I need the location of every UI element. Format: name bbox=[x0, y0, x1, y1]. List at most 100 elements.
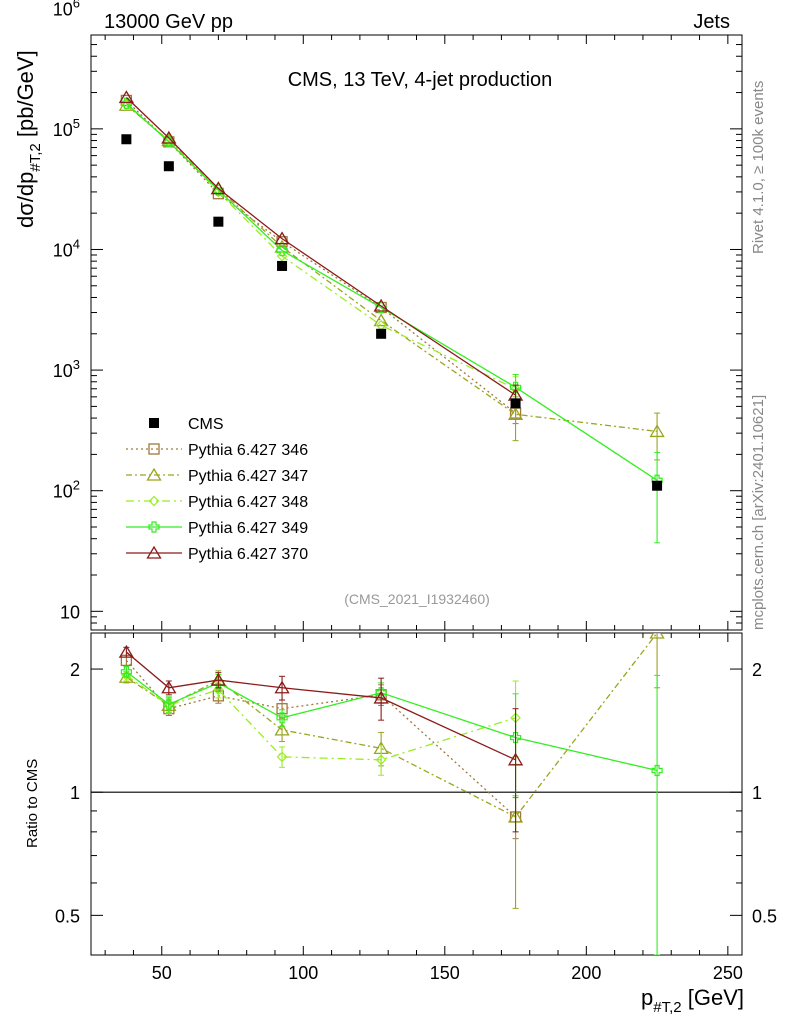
main-series bbox=[120, 94, 522, 425]
ratio-point bbox=[373, 690, 389, 704]
ratio-point bbox=[375, 754, 387, 766]
x-tick-label: 50 bbox=[152, 963, 172, 983]
ratio-point bbox=[210, 672, 227, 686]
legend-label: Pythia 6.427 346 bbox=[188, 442, 308, 459]
ratio-frame bbox=[90, 632, 743, 956]
analysis-label: (CMS_2021_I1932460) bbox=[344, 591, 490, 607]
ratio-point bbox=[163, 698, 175, 710]
main-y-tick-label: 10 bbox=[60, 602, 80, 622]
legend: CMS Pythia 6.427 346 Pythia 6.427 347 Pythi… bbox=[126, 416, 308, 563]
main-y-tick-label: 105 bbox=[53, 116, 80, 140]
main-series-line bbox=[125, 97, 516, 396]
main-y-tick-exp: 2 bbox=[73, 478, 80, 493]
legend-marker bbox=[148, 521, 160, 533]
legend-label: Pythia 6.427 348 bbox=[188, 494, 308, 511]
ratio-point bbox=[651, 764, 663, 777]
main-point bbox=[276, 250, 288, 262]
ratio-y-tick-label-right: 0.5 bbox=[752, 906, 777, 926]
legend-label: Pythia 6.427 349 bbox=[188, 520, 308, 537]
ratio-point bbox=[649, 633, 665, 639]
x-axis-label-unit: [GeV] bbox=[682, 985, 744, 1010]
ratio-point bbox=[274, 680, 290, 694]
x-tick-label: 100 bbox=[288, 963, 318, 983]
main-series-line bbox=[125, 104, 658, 433]
ratio-series bbox=[120, 654, 522, 840]
main-point bbox=[649, 424, 665, 438]
main-y-axis-label: dσ/dp#T,2 [pb/GeV] bbox=[13, 50, 44, 228]
legend-marker bbox=[148, 495, 160, 507]
main-y-tick-exp: 4 bbox=[73, 236, 80, 251]
main-point bbox=[274, 231, 290, 245]
ratio-series-line bbox=[126, 633, 658, 818]
main-y-tick-base: 10 bbox=[53, 482, 73, 502]
ratio-series-line bbox=[126, 674, 516, 761]
chart-title: CMS, 13 TeV, 4-jet production bbox=[288, 69, 553, 91]
ratio-series bbox=[118, 644, 524, 833]
cms-data-point bbox=[213, 216, 224, 227]
ratio-series bbox=[120, 665, 663, 955]
ratio-point bbox=[118, 644, 135, 658]
x-tick-label: 250 bbox=[713, 963, 743, 983]
ratio-y-axis-label: Ratio to CMS bbox=[24, 759, 41, 848]
ratio-point bbox=[274, 722, 290, 736]
main-y-axis-label-unit: [pb/GeV] bbox=[13, 50, 38, 143]
ratio-y-tick-label: 2 bbox=[70, 660, 80, 680]
rivet-label: Rivet 4.1.0, ≥ 100k events bbox=[750, 81, 767, 254]
main-series bbox=[118, 90, 524, 408]
x-axis-label-sub: #T,2 bbox=[653, 999, 681, 1016]
main-y-axis-label-text: dσ/dp bbox=[13, 172, 38, 228]
ratio-y-tick-label: 1 bbox=[70, 783, 80, 803]
main-frame bbox=[90, 34, 743, 631]
main-point bbox=[118, 90, 135, 104]
x-tick-label: 150 bbox=[430, 963, 460, 983]
legend-marker bbox=[146, 467, 162, 481]
main-y-tick-exp: 5 bbox=[73, 116, 80, 131]
ratio-point bbox=[161, 680, 177, 694]
main-point bbox=[210, 181, 227, 195]
cms-data-point bbox=[121, 134, 132, 145]
main-point bbox=[276, 244, 288, 257]
cms-data-point bbox=[163, 161, 174, 172]
main-point bbox=[375, 301, 387, 314]
cms-data-point bbox=[652, 480, 663, 491]
cms-data-point bbox=[277, 260, 288, 271]
legend-label: Pythia 6.427 347 bbox=[188, 468, 308, 485]
x-tick-label: 200 bbox=[571, 963, 601, 983]
ratio-point bbox=[276, 751, 288, 763]
legend-label-cms: CMS bbox=[188, 416, 224, 433]
ratio-y-tick-label: 0.5 bbox=[55, 906, 80, 926]
main-series bbox=[118, 97, 665, 461]
main-point bbox=[161, 130, 177, 144]
legend-marker-cms bbox=[149, 418, 159, 428]
main-y-tick-base: 10 bbox=[53, 240, 73, 260]
ratio-point bbox=[375, 687, 387, 699]
ratio-point bbox=[507, 752, 524, 766]
main-y-tick-label: 106 bbox=[53, 0, 80, 19]
main-series-line bbox=[125, 104, 516, 390]
main-point bbox=[121, 99, 132, 111]
header-right: Jets bbox=[693, 11, 730, 33]
main-y-tick-exp: 3 bbox=[73, 357, 80, 372]
ratio-y-tick-label-right: 2 bbox=[752, 660, 762, 680]
ratio-y-tick-label-right: 1 bbox=[752, 783, 762, 803]
x-axis-label-text: p bbox=[641, 985, 653, 1010]
x-axis-label: p#T,2 [GeV] bbox=[641, 985, 744, 1016]
ratio-series-line bbox=[125, 651, 516, 761]
main-y-tick-base: 10 bbox=[60, 602, 80, 622]
main-y-tick-label: 103 bbox=[53, 357, 80, 381]
main-point bbox=[507, 407, 524, 420]
cms-data-point bbox=[510, 398, 521, 409]
mcplots-label: mcplots.cern.ch [arXiv:2401.10621] bbox=[750, 395, 767, 630]
legend-marker bbox=[148, 443, 160, 455]
ratio-series-line bbox=[125, 671, 658, 772]
ratio-point bbox=[509, 731, 522, 744]
main-point bbox=[212, 184, 224, 196]
main-point bbox=[373, 313, 389, 327]
header-left: 13000 GeV pp bbox=[104, 11, 233, 33]
legend-marker bbox=[146, 545, 162, 559]
main-point bbox=[120, 97, 132, 109]
main-y-tick-base: 10 bbox=[53, 0, 73, 19]
ratio-point bbox=[276, 712, 288, 724]
